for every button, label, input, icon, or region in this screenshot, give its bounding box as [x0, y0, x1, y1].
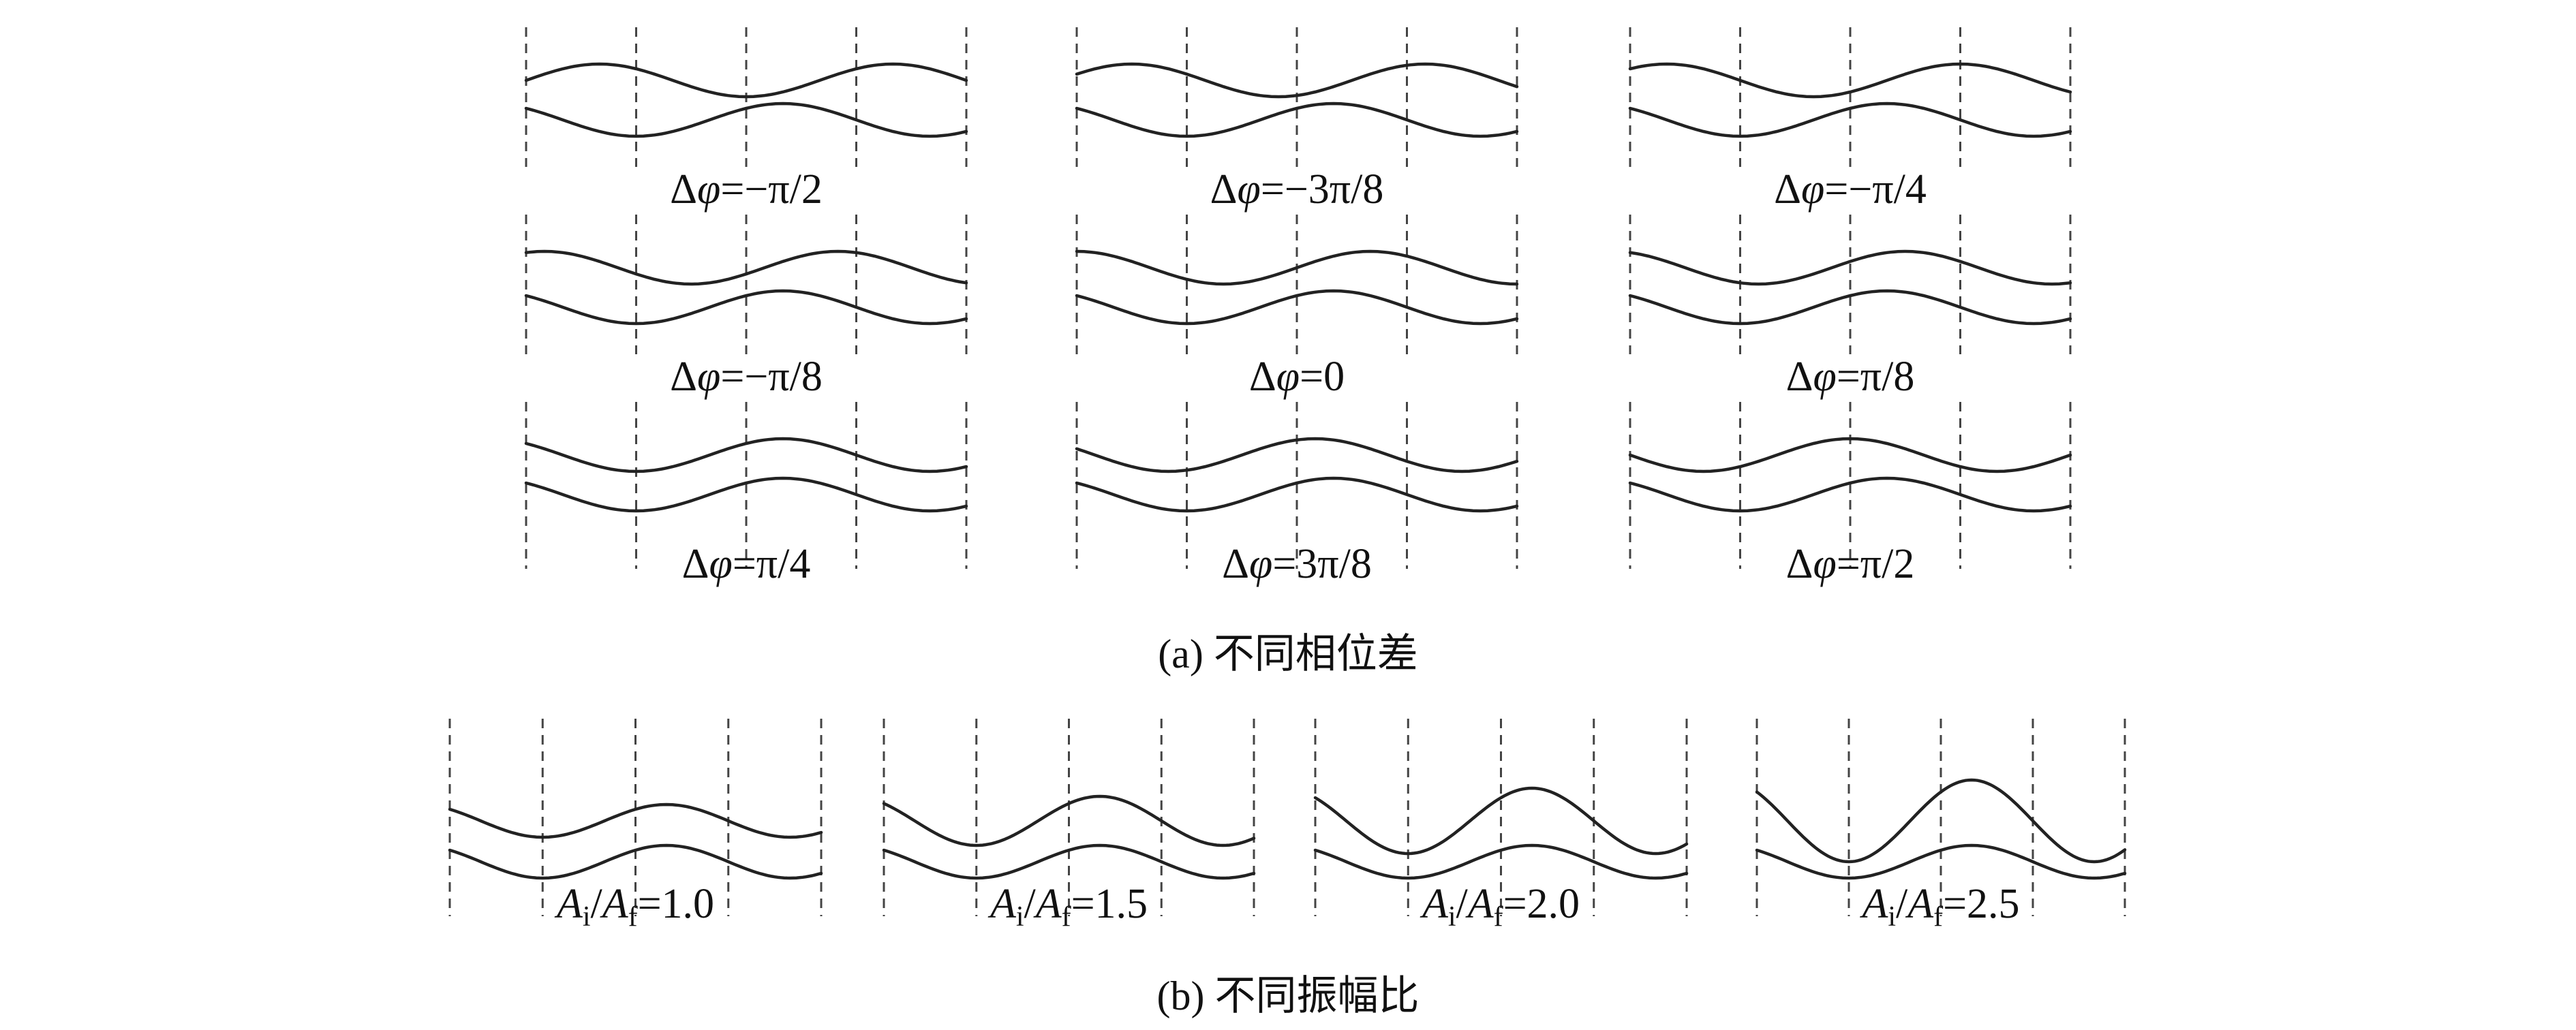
reference-wave — [1628, 476, 2072, 513]
reference-wave — [1628, 102, 2072, 138]
reference-wave — [1755, 843, 2127, 880]
reference-wave — [1313, 843, 1689, 880]
part-a-caption: (a) 不同相位差 — [1158, 631, 1418, 676]
phase-label: Δφ=0 — [1249, 354, 1345, 400]
phase-panel: Δφ=−π/2 — [524, 27, 968, 213]
reference-wave — [1628, 289, 2072, 326]
phase-label: Δφ=π/2 — [1786, 541, 1915, 587]
phase-panel: Δφ=−π/4 — [1628, 27, 2072, 213]
amplitude-ratio-label: Ai/Af=1.0 — [554, 881, 714, 933]
incident-wave — [1755, 778, 2127, 864]
incident-wave — [1628, 249, 2072, 286]
amplitude-panel: Ai/Af=2.5 — [1755, 719, 2127, 933]
amplitude-panel: Ai/Af=1.5 — [882, 719, 1256, 933]
phase-label: Δφ=−π/8 — [670, 354, 823, 400]
phase-label: Δφ=3π/8 — [1222, 541, 1372, 587]
part-a-phase-difference-panels: Δφ=−π/2 Δφ=−3π/8 Δφ=−π/4 Δφ=−π/8 Δφ=0 Δφ=π/8 Δ… — [524, 27, 2072, 587]
part-b-amplitude-ratio-panels: Ai/Af=1.0 Ai/Af=1.5 Ai/Af=2.0 Ai/Af=2.5 — [448, 719, 2127, 933]
reference-wave — [1075, 102, 1519, 138]
reference-wave — [524, 102, 968, 138]
reference-wave — [1075, 289, 1519, 326]
incident-wave — [1075, 437, 1519, 473]
reference-wave — [882, 843, 1256, 880]
amplitude-ratio-label: Ai/Af=2.5 — [1859, 881, 2019, 933]
incident-wave — [1313, 786, 1689, 856]
phase-panel: Δφ=3π/8 — [1075, 402, 1519, 587]
incident-wave — [1628, 437, 2072, 473]
phase-panel: Δφ=π/4 — [524, 402, 968, 587]
incident-wave — [524, 437, 968, 473]
incident-wave — [1075, 62, 1519, 99]
amplitude-panel: Ai/Af=1.0 — [448, 719, 823, 933]
phase-label: Δφ=−3π/8 — [1210, 166, 1384, 213]
amplitude-panel: Ai/Af=2.0 — [1313, 719, 1689, 933]
amplitude-ratio-label: Ai/Af=1.5 — [987, 881, 1148, 933]
phase-label: Δφ=−π/2 — [670, 166, 823, 213]
phase-panel: Δφ=π/2 — [1628, 402, 2072, 587]
phase-panel: Δφ=π/8 — [1628, 215, 2072, 400]
phase-panel: Δφ=−π/8 — [524, 215, 968, 400]
amplitude-ratio-label: Ai/Af=2.0 — [1420, 881, 1580, 933]
phase-label: Δφ=π/4 — [682, 541, 811, 587]
reference-wave — [524, 476, 968, 513]
part-b-caption: (b) 不同振幅比 — [1157, 973, 1420, 1018]
incident-wave — [1075, 249, 1519, 286]
reference-wave — [524, 289, 968, 326]
incident-wave — [448, 802, 823, 839]
incident-wave — [524, 62, 968, 99]
incident-wave — [524, 249, 968, 286]
phase-label: Δφ=π/8 — [1786, 354, 1915, 400]
reference-wave — [1075, 476, 1519, 513]
incident-wave — [1628, 62, 2072, 99]
phase-panel: Δφ=0 — [1075, 215, 1519, 400]
phase-label: Δφ=−π/4 — [1774, 166, 1927, 213]
reference-wave — [448, 843, 823, 880]
phase-panel: Δφ=−3π/8 — [1075, 27, 1519, 213]
incident-wave — [882, 794, 1256, 847]
